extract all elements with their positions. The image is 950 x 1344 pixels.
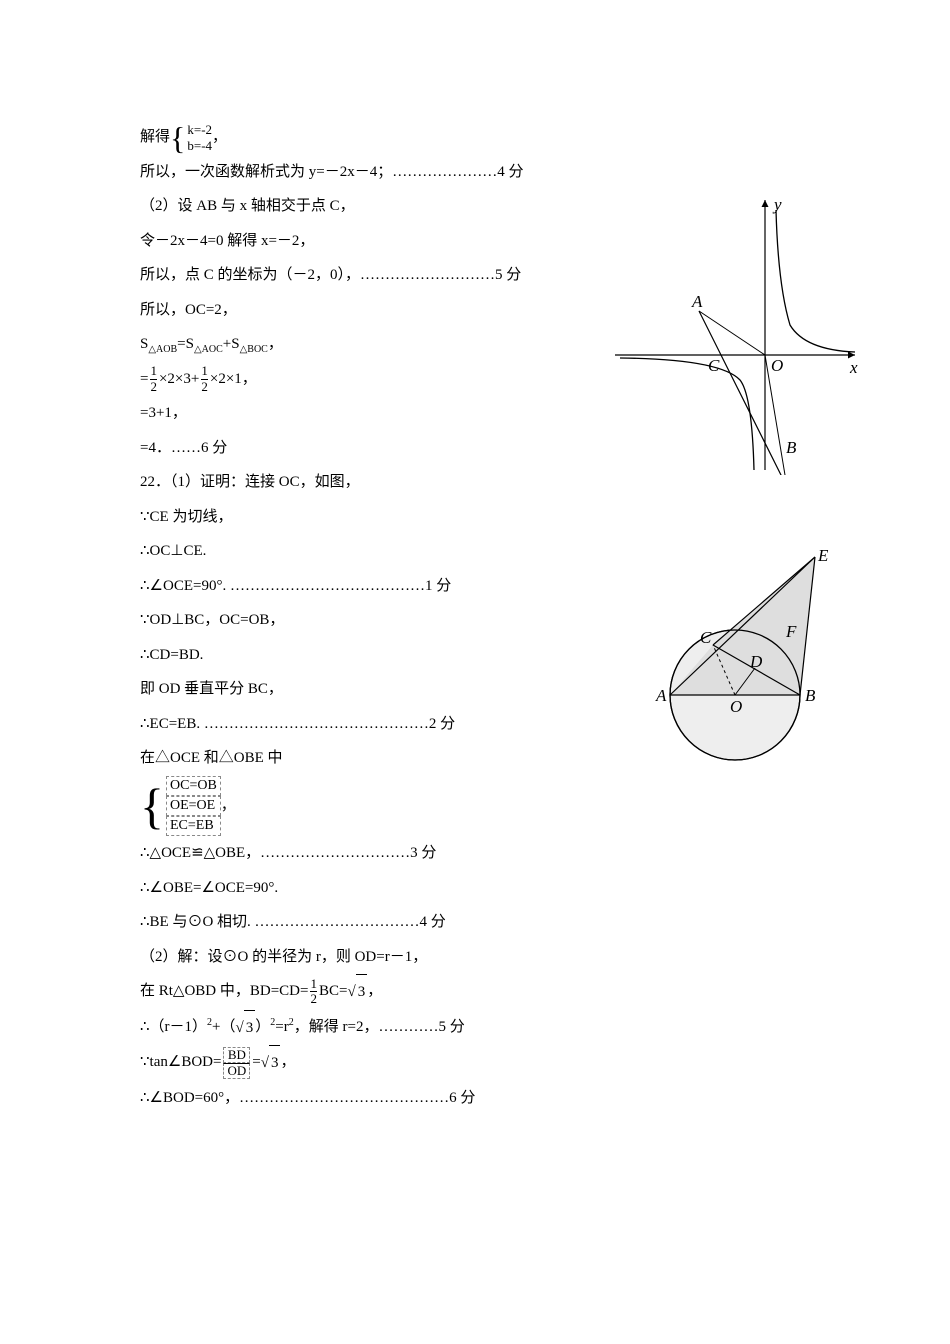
- line-l13: ∴∠OCE=90°. …………………………………1 分: [140, 569, 560, 604]
- line-l4: 所以，点 C 的坐标为（－2，0），………………………5 分: [140, 258, 560, 293]
- figure-1-hyperbola-line: x y O A C B: [610, 195, 860, 475]
- svg-text:E: E: [817, 546, 829, 565]
- line-l12: ∴OC⊥CE.: [140, 534, 560, 569]
- svg-text:C: C: [700, 628, 712, 647]
- line-l2: （2）设 AB 与 x 轴相交于点 C，: [140, 189, 560, 224]
- svg-text:O: O: [730, 697, 742, 716]
- svg-text:B: B: [786, 438, 797, 457]
- svg-text:O: O: [771, 356, 783, 375]
- line-l22: ∴BE 与⊙O 相切. ……………………………4 分: [140, 905, 560, 940]
- svg-text:C: C: [708, 356, 720, 375]
- math-solution-text: 解得{k=-2b=-4， 所以，一次函数解析式为 y=－2x－4；……………………: [140, 120, 560, 1115]
- svg-text:y: y: [772, 195, 782, 214]
- line-l25: ∴（r－1）2+（√3）2=r2，解得 r=2，…………5 分: [140, 1010, 560, 1046]
- line-l6: S△AOB=S△AOC+S△BOC，: [140, 327, 560, 362]
- svg-text:B: B: [805, 686, 816, 705]
- line-l5: 所以，OC=2，: [140, 293, 560, 328]
- line-l9: =4．……6 分: [140, 431, 560, 466]
- line-l3: 令－2x－4=0 解得 x=－2，: [140, 224, 560, 259]
- svg-text:F: F: [785, 622, 797, 641]
- line-solve-system: 解得{k=-2b=-4，: [140, 120, 560, 155]
- line-l7: =12×2×3+12×2×1，: [140, 362, 560, 397]
- svg-text:A: A: [691, 292, 703, 311]
- line-l16: 即 OD 垂直平分 BC，: [140, 672, 560, 707]
- line-l27: ∴∠BOD=60°，……………………………………6 分: [140, 1081, 560, 1116]
- line-l26: ∵tan∠BOD=BDOD=√3，: [140, 1045, 560, 1081]
- line-l19: {OC=OBOE=OEEC=EB，: [140, 776, 560, 837]
- line-l15: ∴CD=BD.: [140, 638, 560, 673]
- line-l10: 22．（1）证明：连接 OC，如图，: [140, 465, 560, 500]
- line-l17: ∴EC=EB. ………………………………………2 分: [140, 707, 560, 742]
- line-l14: ∵OD⊥BC，OC=OB，: [140, 603, 560, 638]
- line-l11: ∵CE 为切线，: [140, 500, 560, 535]
- line-l23: （2）解：设⊙O 的半径为 r，则 OD=r－1，: [140, 940, 560, 975]
- line-l18: 在△OCE 和△OBE 中: [140, 741, 560, 776]
- svg-text:A: A: [655, 686, 667, 705]
- svg-text:D: D: [749, 652, 763, 671]
- line-l20: ∴△OCE≌△OBE，…………………………3 分: [140, 836, 560, 871]
- line-l8: =3+1，: [140, 396, 560, 431]
- svg-text:x: x: [849, 358, 858, 377]
- line-l1: 所以，一次函数解析式为 y=－2x－4；…………………4 分: [140, 155, 560, 190]
- line-l21: ∴∠OBE=∠OCE=90°.: [140, 871, 560, 906]
- line-l24: 在 Rt△OBD 中，BD=CD=12BC=√3，: [140, 974, 560, 1010]
- figure-2-circle-tangent: E C F D A O B: [610, 545, 860, 765]
